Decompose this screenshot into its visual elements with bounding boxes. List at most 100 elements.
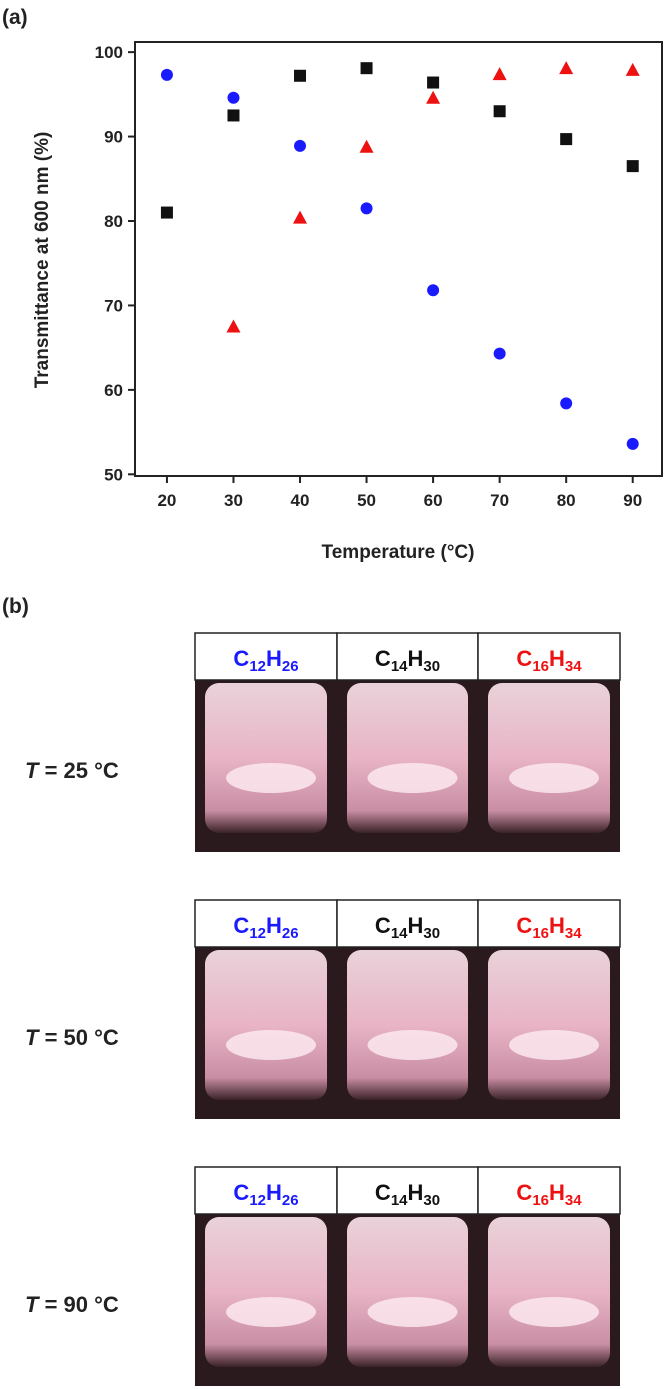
formula: C12H26	[233, 646, 298, 675]
formula-part: C	[375, 913, 391, 938]
y-tick-label: 60	[104, 381, 123, 400]
y-tick-label: 100	[95, 43, 123, 62]
formula-part: C	[375, 1180, 391, 1205]
temperature-label: T = 50 °C	[25, 1025, 119, 1050]
point	[560, 133, 573, 146]
header-cell	[477, 899, 621, 948]
point	[227, 109, 240, 122]
point	[626, 437, 639, 450]
header-cell	[194, 632, 338, 681]
formula-part: H	[549, 646, 565, 671]
stir-bar	[226, 1030, 316, 1060]
point	[227, 91, 240, 104]
formula-part: C	[233, 646, 249, 671]
point	[359, 139, 374, 153]
point	[294, 69, 307, 82]
panel-label: (b)	[2, 595, 29, 618]
point	[160, 68, 173, 81]
y-tick-label: 80	[104, 212, 123, 231]
vial	[488, 683, 610, 833]
formula-part: 16	[532, 1192, 549, 1209]
formula-part: 12	[249, 658, 266, 675]
x-tick-label: 70	[490, 491, 509, 510]
point	[427, 284, 440, 297]
point	[492, 67, 507, 81]
x-tick-label: 80	[557, 491, 576, 510]
formula-part: C	[233, 1180, 249, 1205]
formula: C16H34	[516, 1180, 582, 1209]
vial	[205, 1217, 327, 1367]
y-axis-label: Transmittance at 600 nm (%)	[32, 132, 53, 389]
formula-part: H	[266, 1180, 282, 1205]
y-tick-label: 90	[104, 128, 123, 147]
symbol: T	[25, 1025, 40, 1050]
formula-part: 16	[532, 925, 549, 942]
temperature-label: T = 25 °C	[25, 758, 119, 783]
formula-part: C	[516, 646, 532, 671]
header-cell	[477, 1166, 621, 1215]
point	[426, 90, 441, 104]
vial	[488, 1217, 610, 1367]
formula-part: 26	[282, 925, 299, 942]
formula-part: 14	[391, 925, 408, 942]
stir-bar	[226, 1297, 316, 1327]
x-axis-label: Temperature (°C)	[322, 542, 475, 563]
formula-part: 14	[391, 1192, 408, 1209]
header-cell	[477, 632, 621, 681]
point	[427, 76, 440, 89]
stir-bar	[367, 1297, 458, 1327]
formula-part: H	[408, 646, 424, 671]
point	[160, 206, 173, 219]
formula: C14H30	[375, 646, 440, 675]
formula-part: H	[408, 913, 424, 938]
vial	[347, 950, 468, 1100]
formula-part: 30	[423, 925, 440, 942]
formula-part: 14	[391, 658, 408, 675]
plot-frame	[134, 41, 663, 477]
y-tick-label: 50	[104, 465, 123, 484]
vial	[205, 683, 327, 833]
point	[360, 62, 373, 75]
vial	[347, 683, 468, 833]
stir-bar	[509, 1297, 599, 1327]
formula: C14H30	[375, 1180, 440, 1209]
symbol: T	[25, 758, 40, 783]
point	[226, 319, 241, 333]
vial	[205, 950, 327, 1100]
panel-label: (a)	[2, 6, 28, 29]
point	[626, 160, 639, 173]
point	[493, 105, 506, 118]
formula-part: H	[266, 913, 282, 938]
formula: C12H26	[233, 1180, 298, 1209]
formula-part: 26	[282, 1192, 299, 1209]
x-tick-label: 30	[224, 491, 243, 510]
label: = 25 °C	[38, 758, 118, 783]
symbol: T	[25, 1292, 40, 1317]
stir-bar	[367, 763, 458, 793]
x-tick-label: 90	[623, 491, 642, 510]
point	[625, 62, 640, 76]
vial	[488, 950, 610, 1100]
temperature-label: T = 90 °C	[25, 1292, 119, 1317]
label: = 90 °C	[38, 1292, 118, 1317]
header-cell	[336, 899, 479, 948]
stir-bar	[367, 1030, 458, 1060]
formula-part: 26	[282, 658, 299, 675]
header-cell	[194, 899, 338, 948]
formula-part: 12	[249, 925, 266, 942]
formula-part: 34	[565, 1192, 582, 1209]
formula-part: H	[549, 913, 565, 938]
point	[294, 139, 307, 152]
formula-part: H	[266, 646, 282, 671]
header-cell	[194, 1166, 338, 1215]
point	[293, 210, 308, 224]
stir-bar	[509, 1030, 599, 1060]
formula-part: 34	[565, 658, 582, 675]
formula: C14H30	[375, 913, 440, 942]
x-tick-label: 50	[357, 491, 376, 510]
header-cell	[336, 632, 479, 681]
formula-part: 30	[423, 658, 440, 675]
formula-part: 34	[565, 925, 582, 942]
formula-part: 30	[423, 1192, 440, 1209]
vial	[347, 1217, 468, 1367]
